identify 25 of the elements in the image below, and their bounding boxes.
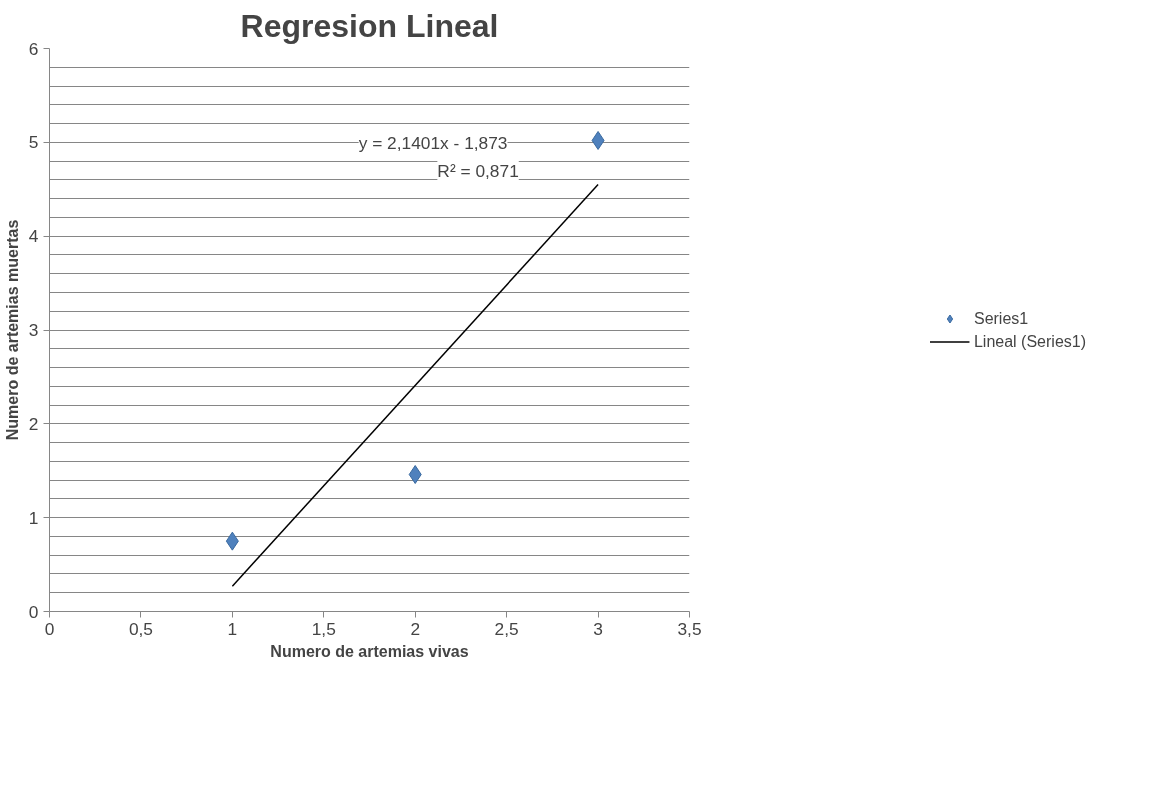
x-tick-label: 3,5: [677, 618, 702, 639]
x-tick-label: 0,5: [128, 618, 153, 639]
x-axis-title: Numero de artemias vivas: [270, 642, 469, 660]
x-tick-label: 1,5: [311, 618, 336, 639]
y-tick-label: 3: [28, 320, 39, 340]
point: [591, 130, 605, 150]
x-tick-label: 1: [227, 618, 238, 639]
legend-label: Series1: [973, 309, 1029, 327]
legend-label: Lineal (Series1): [973, 332, 1087, 350]
y-tick-label: 0: [28, 601, 39, 622]
y-tick-label: 2: [28, 413, 39, 434]
x-tick-label: 3: [593, 618, 603, 639]
x-tick-label: 2,5: [494, 618, 519, 639]
x-tick-label: 0: [44, 618, 55, 639]
y-axis-title: Numero de artemias muertas: [3, 219, 21, 441]
y-tick-label: 6: [28, 38, 39, 59]
chart-title: Regresion Lineal: [240, 7, 499, 44]
point: [225, 531, 239, 551]
y-tick-label: 5: [28, 132, 39, 153]
point: [408, 465, 422, 484]
x-tick-label: 2: [410, 618, 421, 639]
y-tick-label: 1: [28, 507, 39, 528]
annotation: R² = 0,871: [437, 160, 519, 181]
y-tick-label: 4: [28, 226, 39, 247]
annotation: y = 2,1401x - 1,873: [358, 132, 508, 153]
